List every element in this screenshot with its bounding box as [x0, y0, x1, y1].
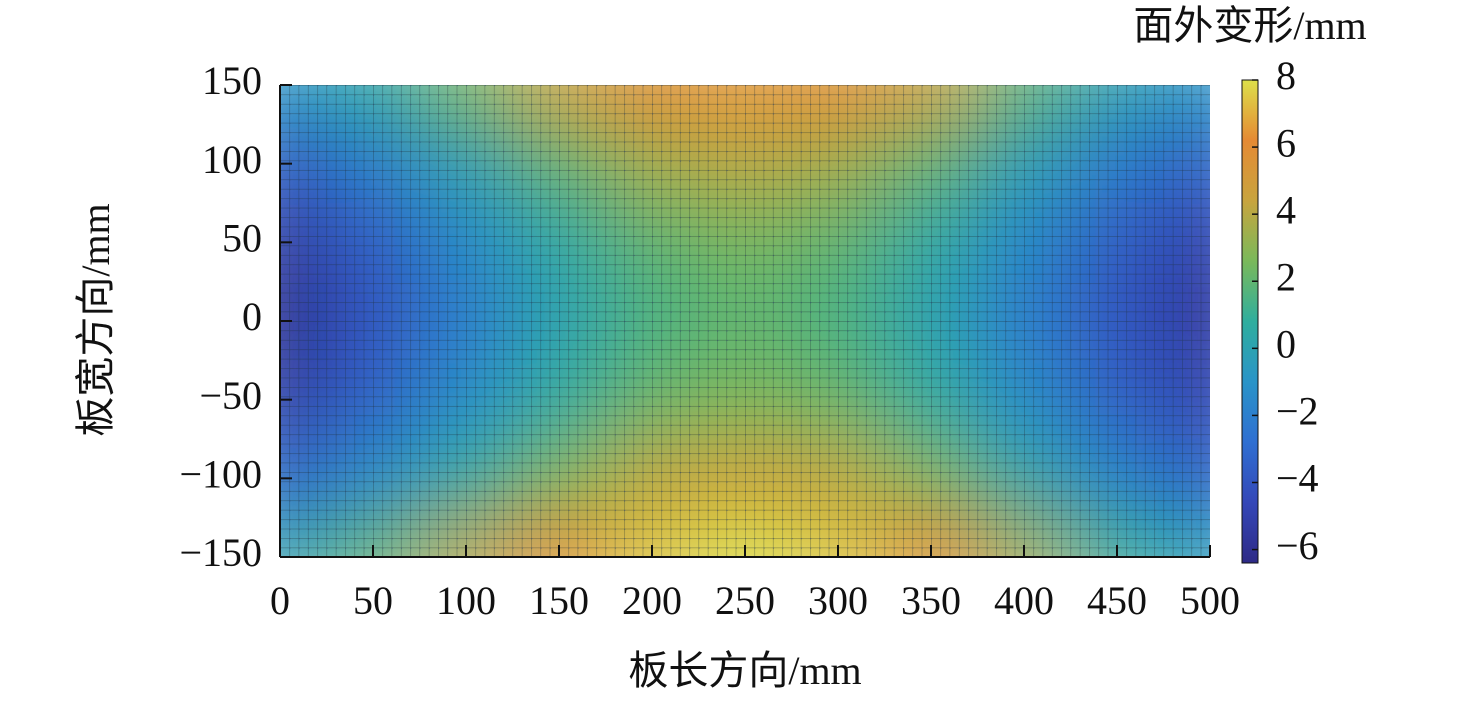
- colorbar-tick-label: −2: [1276, 389, 1319, 434]
- colorbar-label: 面外变形/mm: [1133, 3, 1366, 48]
- x-axis-label: 板长方向/mm: [628, 648, 861, 693]
- mesh-overlay: [280, 85, 1210, 557]
- colorbar-tick-label: 2: [1276, 254, 1296, 299]
- y-tick-label: 150: [202, 58, 262, 103]
- x-tick-label: 500: [1180, 578, 1240, 623]
- x-tick-label: 350: [901, 578, 961, 623]
- colorbar: [1241, 79, 1259, 564]
- x-tick-label: 400: [994, 578, 1054, 623]
- x-tick-label: 150: [529, 578, 589, 623]
- colorbar-tick-label: 6: [1276, 120, 1296, 165]
- x-tick-label: 250: [715, 578, 775, 623]
- colorbar-tick-label: −6: [1276, 523, 1319, 568]
- x-tick-label: 100: [436, 578, 496, 623]
- x-tick-label: 300: [808, 578, 868, 623]
- y-axis-label: 板宽方向/mm: [73, 203, 118, 436]
- y-tick-label: −100: [179, 452, 262, 497]
- y-tick-label: 50: [222, 216, 262, 261]
- x-tick-label: 450: [1087, 578, 1147, 623]
- y-tick-label: 0: [242, 294, 262, 339]
- colorbar-tick-label: 8: [1276, 53, 1296, 98]
- colorbar-tick-label: 0: [1276, 322, 1296, 367]
- y-tick-label: −150: [179, 530, 262, 575]
- y-tick-label: −50: [199, 373, 262, 418]
- y-tick-label: 100: [202, 137, 262, 182]
- x-tick-label: 200: [622, 578, 682, 623]
- colorbar-tick-label: −4: [1276, 456, 1319, 501]
- colorbar-tick-label: 4: [1276, 187, 1296, 232]
- x-tick-label: 50: [353, 578, 393, 623]
- heatmap-area: [280, 85, 1210, 557]
- x-tick-label: 0: [270, 578, 290, 623]
